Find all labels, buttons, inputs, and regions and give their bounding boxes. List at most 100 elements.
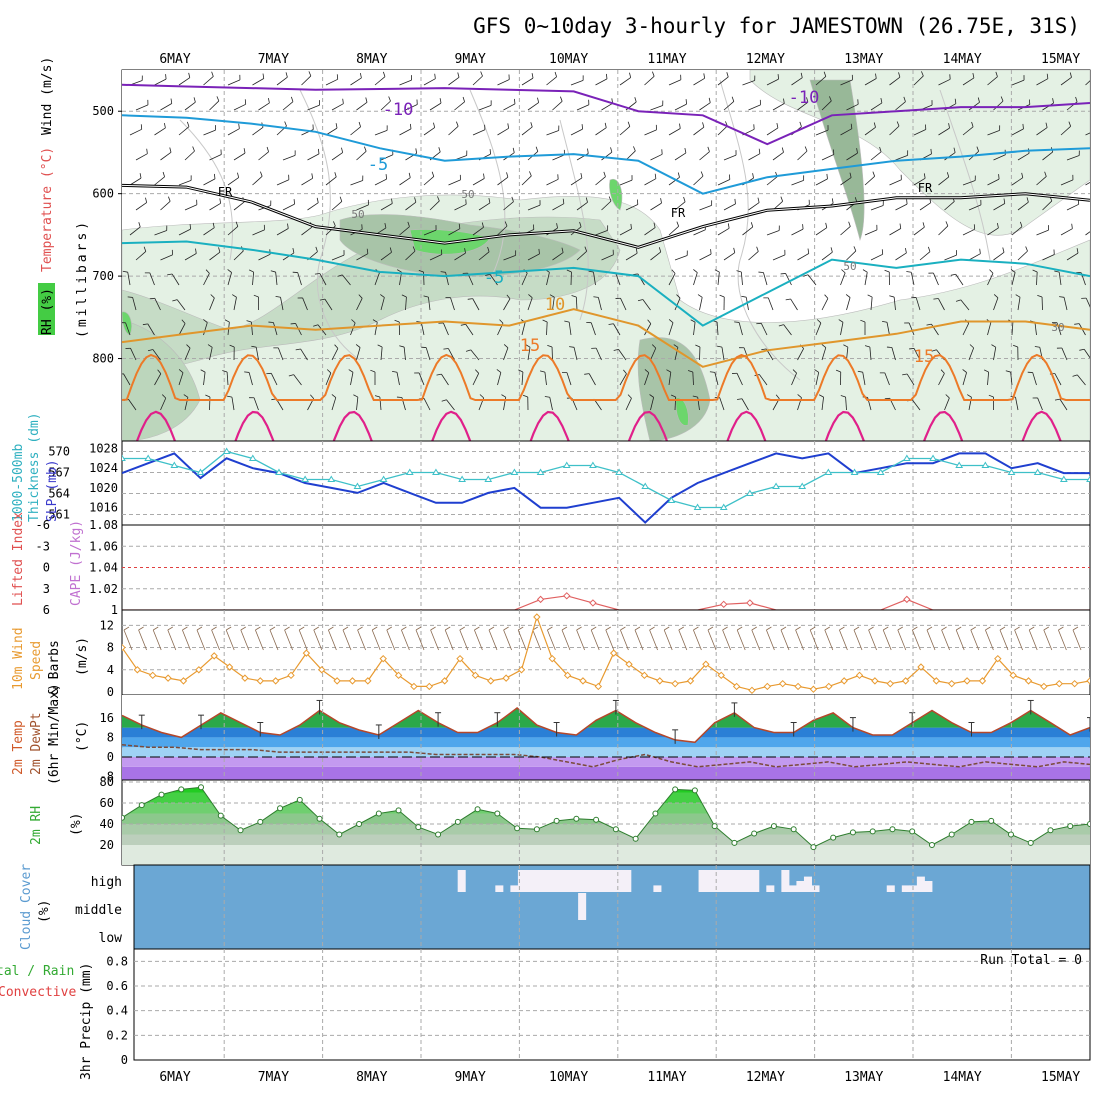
wind-barb <box>293 374 302 386</box>
wind10-point <box>502 674 510 682</box>
cloud-level-label: high <box>91 875 122 890</box>
wind10-barb <box>459 629 469 651</box>
wind-barb <box>470 349 480 361</box>
wind-barb-flag <box>358 121 361 127</box>
wind-barb <box>668 273 676 286</box>
wind10-barb <box>605 629 615 651</box>
wind-barb <box>1060 228 1073 236</box>
wind10-point <box>548 654 556 663</box>
wind-barb <box>176 299 186 311</box>
wind-barb-flag <box>219 198 222 204</box>
wind-barb <box>521 126 533 136</box>
wind-barb <box>184 101 196 111</box>
wind-barb <box>497 127 509 136</box>
wind-barb <box>527 347 531 361</box>
wind-barb <box>693 126 705 136</box>
wind-barb-flag <box>736 270 742 273</box>
date-label-top: 9MAY <box>455 52 486 67</box>
wind-barb <box>870 297 873 311</box>
cloud-clear-cell <box>555 870 564 892</box>
wind-barb <box>766 176 778 186</box>
wind-barb-flag <box>758 148 761 154</box>
wind-barb <box>699 253 712 261</box>
wind-barb <box>248 372 253 386</box>
temp-tick-label: -8 <box>100 770 114 784</box>
wind-barb-flag <box>504 221 508 227</box>
date-label-top: 14MAY <box>943 52 982 67</box>
wind10-barb <box>649 629 658 651</box>
wind-barb-flag <box>288 374 294 377</box>
wind-barb <box>738 322 743 336</box>
wind-barb-flag <box>138 222 141 228</box>
wind-barb <box>962 180 976 186</box>
wind10-barb <box>722 629 731 651</box>
wind-barb-flag <box>926 323 932 326</box>
wind-barb <box>650 202 662 211</box>
precip-frame <box>133 948 1091 1061</box>
wind-barb <box>154 230 167 236</box>
wind-barb-flag <box>170 98 173 104</box>
slp-line <box>122 452 1090 524</box>
wind-barb <box>760 323 768 336</box>
pressure-axis: 500 600 700 800 <box>92 104 122 366</box>
wind-barb <box>1015 397 1019 411</box>
wind-barb-flag <box>1054 270 1060 273</box>
wind-barb-flag <box>313 324 319 327</box>
wind-barb-flag <box>1032 269 1038 273</box>
wind-barb <box>570 177 583 186</box>
wind-barb-flag <box>366 248 369 254</box>
wind-barb <box>821 251 833 261</box>
wind-barb-flag <box>334 344 339 349</box>
wind-barb <box>693 77 705 86</box>
wind-barb <box>552 154 565 161</box>
wind-barb <box>719 397 725 411</box>
wind-barb <box>527 297 533 311</box>
chart-title: GFS 0~10day 3-hourly for JAMESTOWN (26.7… <box>473 14 1080 38</box>
wind-barb-flag <box>1072 374 1078 377</box>
thickness-unit-label: Thickness (dm) <box>27 412 42 522</box>
wind-barb-flag <box>695 344 701 348</box>
wind-barb <box>129 226 141 236</box>
wind-barb <box>736 373 743 386</box>
wind-barb-flag <box>692 395 698 398</box>
wind-barb <box>227 128 240 136</box>
cloud-clear-cell <box>548 870 557 892</box>
wind-barb-flag <box>627 121 631 127</box>
rh2m-point <box>1027 839 1034 846</box>
wind-barb <box>1066 203 1079 211</box>
rh2m-point <box>948 831 955 838</box>
wind-barb-flag <box>785 298 791 301</box>
cloud-clear-cell <box>457 870 466 892</box>
wind-barb <box>178 228 191 236</box>
cloud-clear-cell <box>615 870 624 892</box>
wind-barb <box>423 229 437 236</box>
wind-barb-flag <box>1076 248 1079 254</box>
thickness-point <box>353 482 362 489</box>
wind10-point <box>1055 679 1063 688</box>
wind10-barb <box>182 629 191 651</box>
wind-barb-flag <box>192 146 195 152</box>
wind-barb <box>450 297 455 311</box>
date-label-bottom: 15MAY <box>1041 1070 1080 1085</box>
rh2m-point <box>928 842 935 848</box>
wind-barb-flag <box>224 319 230 323</box>
wind10-point <box>333 677 341 685</box>
wind-barb <box>209 100 220 111</box>
wind-barb <box>699 102 711 111</box>
wind-barb-flag <box>188 72 191 78</box>
wind-barb <box>862 372 866 386</box>
wind-barb <box>478 202 491 211</box>
wind10-barb-flag <box>474 626 480 631</box>
lifted-index-label: Lifted Index <box>11 512 26 606</box>
wind-barb-flag <box>1012 344 1018 348</box>
wind-barb <box>1036 78 1049 86</box>
cloud-clear-cell <box>698 870 707 892</box>
wind-barb <box>374 129 388 136</box>
wind-barb <box>723 252 736 261</box>
wind-barb-flag <box>843 344 849 348</box>
wind10-barb-flag <box>868 626 874 631</box>
rh2m-point <box>237 827 244 834</box>
precip-tick-label: 0.8 <box>106 954 128 968</box>
wind-barb-flag <box>364 146 367 152</box>
thickness-point <box>719 503 728 510</box>
